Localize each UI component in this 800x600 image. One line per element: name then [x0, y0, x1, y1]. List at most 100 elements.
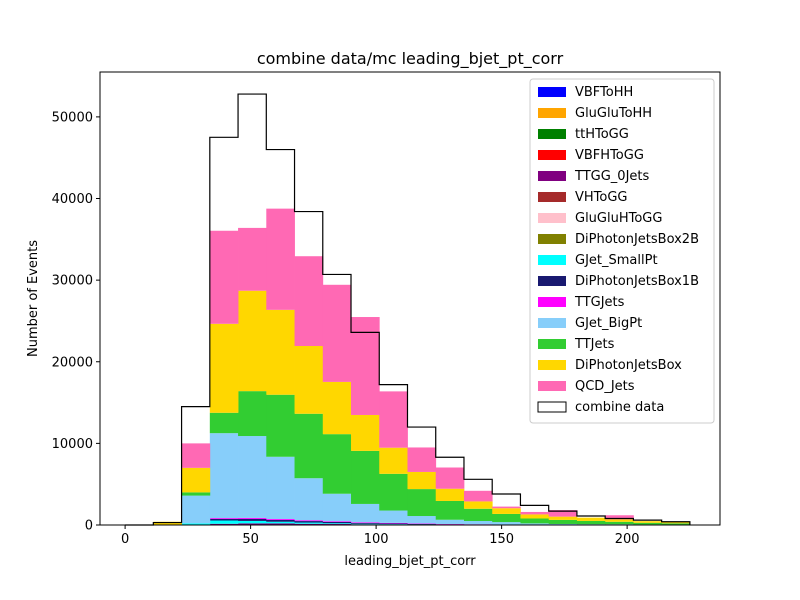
bar-GJet_BigPt-7 [322, 493, 352, 522]
bar-DiPhotonJetsBox-1 [153, 521, 182, 525]
legend-label: QCD_Jets [575, 379, 635, 394]
legend-swatch [538, 150, 566, 160]
bar-TTJets-5 [266, 394, 295, 457]
bar-TTJets-7 [322, 434, 352, 494]
bar-DiPhotonJetsBox1B-3 [209, 518, 239, 521]
bar-DiPhotonJetsBox1B-8 [351, 522, 380, 524]
y-tick-label: 30000 [52, 274, 93, 289]
bar-QCD_Jets-9 [379, 391, 408, 448]
bar-TTJets-15 [548, 519, 578, 524]
bar-GJet_BigPt-12 [463, 521, 493, 525]
x-axis-label: leading_bjet_pt_corr [344, 554, 476, 569]
bar-DiPhotonJetsBox-6 [294, 346, 324, 414]
legend-label: VHToGG [575, 190, 628, 205]
legend-entry: GluGluHToGG [538, 211, 662, 226]
legend-entry: VHToGG [538, 190, 628, 205]
legend-swatch [538, 276, 566, 286]
bar-QCD_Jets-14 [520, 511, 550, 515]
legend-entry: ttHToGG [538, 127, 629, 142]
bar-DiPhotonJetsBox1B-7 [322, 521, 352, 524]
bar-TTGJets-5 [266, 519, 295, 520]
bar-DiPhotonJetsBox-11 [435, 488, 465, 501]
bar-DiPhotonJetsBox1B-4 [238, 518, 267, 521]
legend: VBFToHH GluGluToHH ttHToGG VBFHToGG TTGG_0Je… [529, 78, 715, 424]
series-DiPhotonJetsBox [153, 290, 691, 525]
y-tick-label: 0 [85, 519, 93, 534]
series-GJet_BigPt [181, 433, 691, 525]
legend-label: DiPhotonJetsBox [575, 358, 682, 373]
legend-swatch [537, 401, 567, 413]
bar-DiPhotonJetsBox1B-9 [379, 523, 408, 525]
bar-TTGJets-8 [351, 522, 380, 523]
bar-GJet_SmallPt-2 [181, 523, 211, 525]
bar-GJet_SmallPt-5 [266, 521, 295, 524]
legend-swatch [538, 129, 566, 139]
legend-entry: VBFToHH [538, 85, 633, 100]
bar-QCD_Jets-3 [209, 230, 239, 324]
bar-DiPhotonJetsBox-7 [322, 381, 352, 435]
bar-GJet_BigPt-14 [520, 523, 550, 525]
legend-label: VBFHToGG [575, 148, 644, 163]
bar-TTJets-11 [435, 500, 465, 520]
legend-swatch [538, 255, 566, 265]
y-tick-label: 40000 [52, 192, 93, 207]
legend-label: GluGluToHH [575, 106, 652, 121]
legend-swatch [538, 297, 566, 307]
bar-TTGG_0Jets-6 [294, 523, 324, 525]
bar-DiPhotonJetsBox-14 [520, 514, 550, 519]
legend-label: TTGJets [574, 295, 625, 310]
bar-GJet_BigPt-11 [435, 519, 465, 524]
legend-entry: DiPhotonJetsBox [538, 358, 682, 373]
x-axis-ticks: 0 50 100 150 200 [121, 525, 640, 547]
bar-DiPhotonJetsBox-15 [548, 516, 578, 520]
legend-label: TTJets [574, 337, 615, 352]
legend-label: GluGluHToGG [575, 211, 662, 226]
legend-swatch [538, 108, 566, 118]
bar-TTGG_0Jets-5 [266, 523, 295, 525]
legend-entry: DiPhotonJetsBox2B [538, 232, 699, 247]
legend-label: TTGG_0Jets [574, 169, 650, 184]
bar-QCD_Jets-10 [407, 447, 437, 472]
legend-box [529, 78, 715, 424]
data-step-line [125, 93, 691, 526]
bar-TTJets-10 [407, 489, 437, 517]
bar-TTGJets-7 [322, 521, 352, 522]
bar-DiPhotonJetsBox-2 [181, 467, 211, 493]
legend-swatch [538, 171, 566, 181]
legend-entry: TTGJets [538, 295, 625, 310]
bar-QCD_Jets-6 [294, 256, 324, 347]
bar-QCD_Jets-8 [351, 317, 380, 415]
bar-QCD_Jets-15 [548, 510, 578, 517]
x-tick-label: 100 [364, 532, 389, 547]
bar-GJet_BigPt-6 [294, 478, 324, 521]
x-tick-label: 0 [121, 532, 129, 547]
legend-entry: QCD_Jets [538, 379, 635, 394]
bar-DiPhotonJetsBox-17 [605, 519, 634, 522]
bar-TTGG_0Jets-4 [238, 523, 267, 525]
bar-GJet_BigPt-10 [407, 516, 437, 524]
bar-TTJets-8 [351, 450, 380, 504]
bar-DiPhotonJetsBox-13 [492, 508, 521, 514]
y-tick-label: 50000 [52, 110, 93, 125]
bar-TTJets-4 [238, 391, 267, 437]
series-QCD_Jets [181, 208, 634, 520]
bar-TTGJets-3 [209, 518, 239, 519]
bar-TTJets-12 [463, 508, 493, 522]
bar-GJet_BigPt-2 [181, 495, 211, 524]
bars-layer [153, 208, 691, 525]
bar-GJet_BigPt-8 [351, 503, 380, 523]
bar-TTJets-9 [379, 473, 408, 511]
x-tick-label: 50 [242, 532, 259, 547]
bar-QCD_Jets-7 [322, 284, 352, 382]
legend-label: DiPhotonJetsBox2B [575, 232, 699, 247]
bar-TTGJets-6 [294, 520, 324, 522]
bar-DiPhotonJetsBox-18 [633, 521, 663, 523]
legend-swatch [538, 192, 566, 202]
bar-TTJets-13 [492, 513, 521, 523]
bar-TTJets-3 [209, 412, 239, 434]
x-tick-label: 200 [615, 532, 640, 547]
bar-DiPhotonJetsBox-19 [661, 522, 691, 524]
legend-swatch [538, 234, 566, 244]
bar-DiPhotonJetsBox1B-6 [294, 521, 324, 523]
